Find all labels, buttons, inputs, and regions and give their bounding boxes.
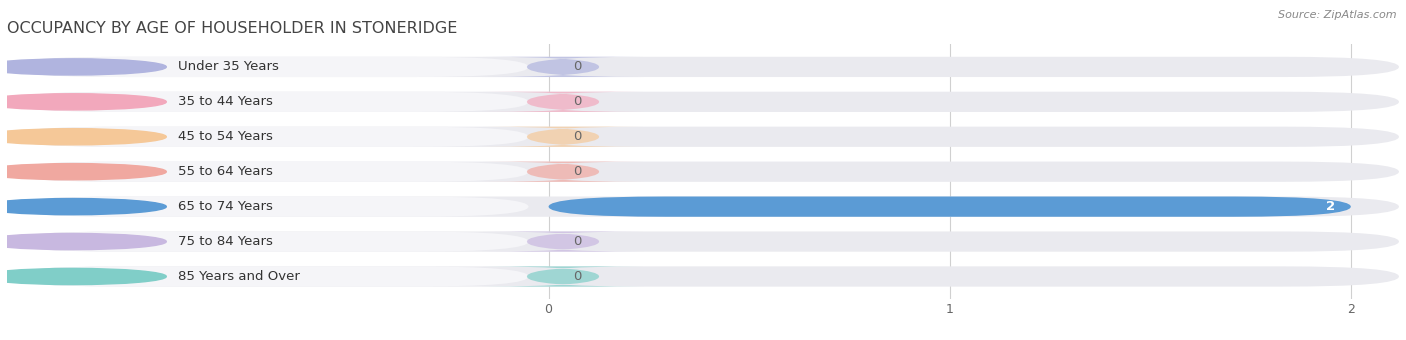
FancyBboxPatch shape [15, 126, 529, 147]
Circle shape [0, 94, 166, 110]
Text: 65 to 74 Years: 65 to 74 Years [179, 200, 273, 213]
Text: 0: 0 [572, 235, 581, 248]
FancyBboxPatch shape [7, 232, 1399, 252]
FancyBboxPatch shape [15, 197, 529, 217]
Text: 55 to 64 Years: 55 to 64 Years [179, 165, 273, 178]
FancyBboxPatch shape [7, 57, 1399, 77]
FancyBboxPatch shape [15, 162, 529, 182]
Text: OCCUPANCY BY AGE OF HOUSEHOLDER IN STONERIDGE: OCCUPANCY BY AGE OF HOUSEHOLDER IN STONE… [7, 21, 457, 36]
FancyBboxPatch shape [15, 57, 529, 77]
Circle shape [0, 199, 166, 215]
Text: 0: 0 [572, 130, 581, 143]
Text: 0: 0 [572, 61, 581, 73]
Text: 45 to 54 Years: 45 to 54 Years [179, 130, 273, 143]
Text: 75 to 84 Years: 75 to 84 Years [179, 235, 273, 248]
Text: Under 35 Years: Under 35 Years [179, 61, 278, 73]
FancyBboxPatch shape [548, 197, 1351, 217]
FancyBboxPatch shape [7, 92, 1399, 112]
Text: Source: ZipAtlas.com: Source: ZipAtlas.com [1278, 10, 1396, 20]
FancyBboxPatch shape [482, 266, 643, 287]
Text: 35 to 44 Years: 35 to 44 Years [179, 95, 273, 108]
Circle shape [0, 268, 166, 285]
FancyBboxPatch shape [15, 92, 529, 112]
FancyBboxPatch shape [7, 162, 1399, 182]
FancyBboxPatch shape [482, 57, 643, 77]
Circle shape [0, 129, 166, 145]
Text: 0: 0 [572, 95, 581, 108]
Text: 2: 2 [1326, 200, 1334, 213]
Circle shape [0, 234, 166, 250]
Text: 0: 0 [572, 165, 581, 178]
FancyBboxPatch shape [15, 266, 529, 287]
FancyBboxPatch shape [482, 126, 643, 147]
FancyBboxPatch shape [7, 266, 1399, 287]
FancyBboxPatch shape [482, 232, 643, 252]
Text: 85 Years and Over: 85 Years and Over [179, 270, 299, 283]
FancyBboxPatch shape [7, 126, 1399, 147]
FancyBboxPatch shape [482, 162, 643, 182]
FancyBboxPatch shape [7, 197, 1399, 217]
Text: 0: 0 [572, 270, 581, 283]
Circle shape [0, 59, 166, 75]
Circle shape [0, 164, 166, 180]
FancyBboxPatch shape [482, 92, 643, 112]
FancyBboxPatch shape [15, 232, 529, 252]
